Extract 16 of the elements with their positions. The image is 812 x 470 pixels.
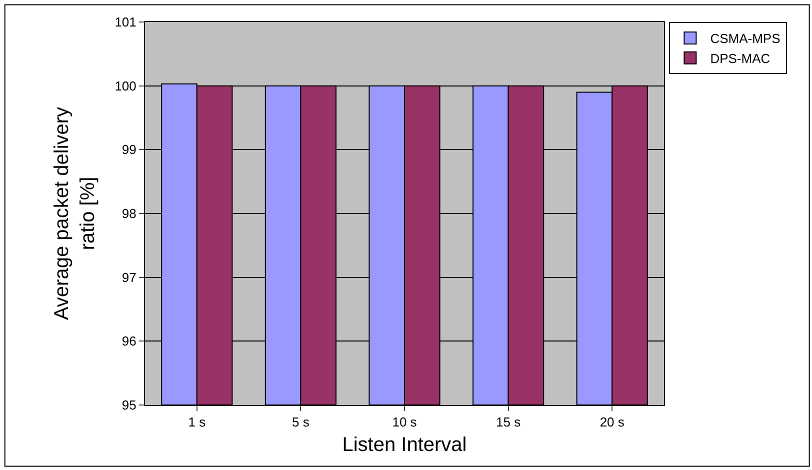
x-tick-label: 15 s — [496, 414, 522, 430]
legend-label: CSMA-MPS — [710, 31, 781, 46]
x-tick-label: 10 s — [392, 414, 418, 430]
y-tick-label: 98 — [122, 206, 136, 222]
y-tick-label: 99 — [122, 142, 136, 158]
y-tick-label: 97 — [122, 270, 136, 285]
x-tick-label: 1 s — [188, 414, 206, 430]
y-tick-label: 95 — [122, 398, 136, 413]
y-tick-label: 100 — [114, 78, 136, 94]
y-axis-title: Average packet delivery ratio [%] — [51, 106, 100, 320]
x-tick-label: 5 s — [292, 414, 310, 430]
legend-label: DPS-MAC — [710, 50, 770, 66]
y-tick-label: 101 — [114, 14, 136, 30]
x-axis-title: Listen Interval — [342, 434, 467, 456]
x-tick-label: 20 s — [600, 414, 625, 430]
y-tick-label: 96 — [122, 334, 136, 349]
